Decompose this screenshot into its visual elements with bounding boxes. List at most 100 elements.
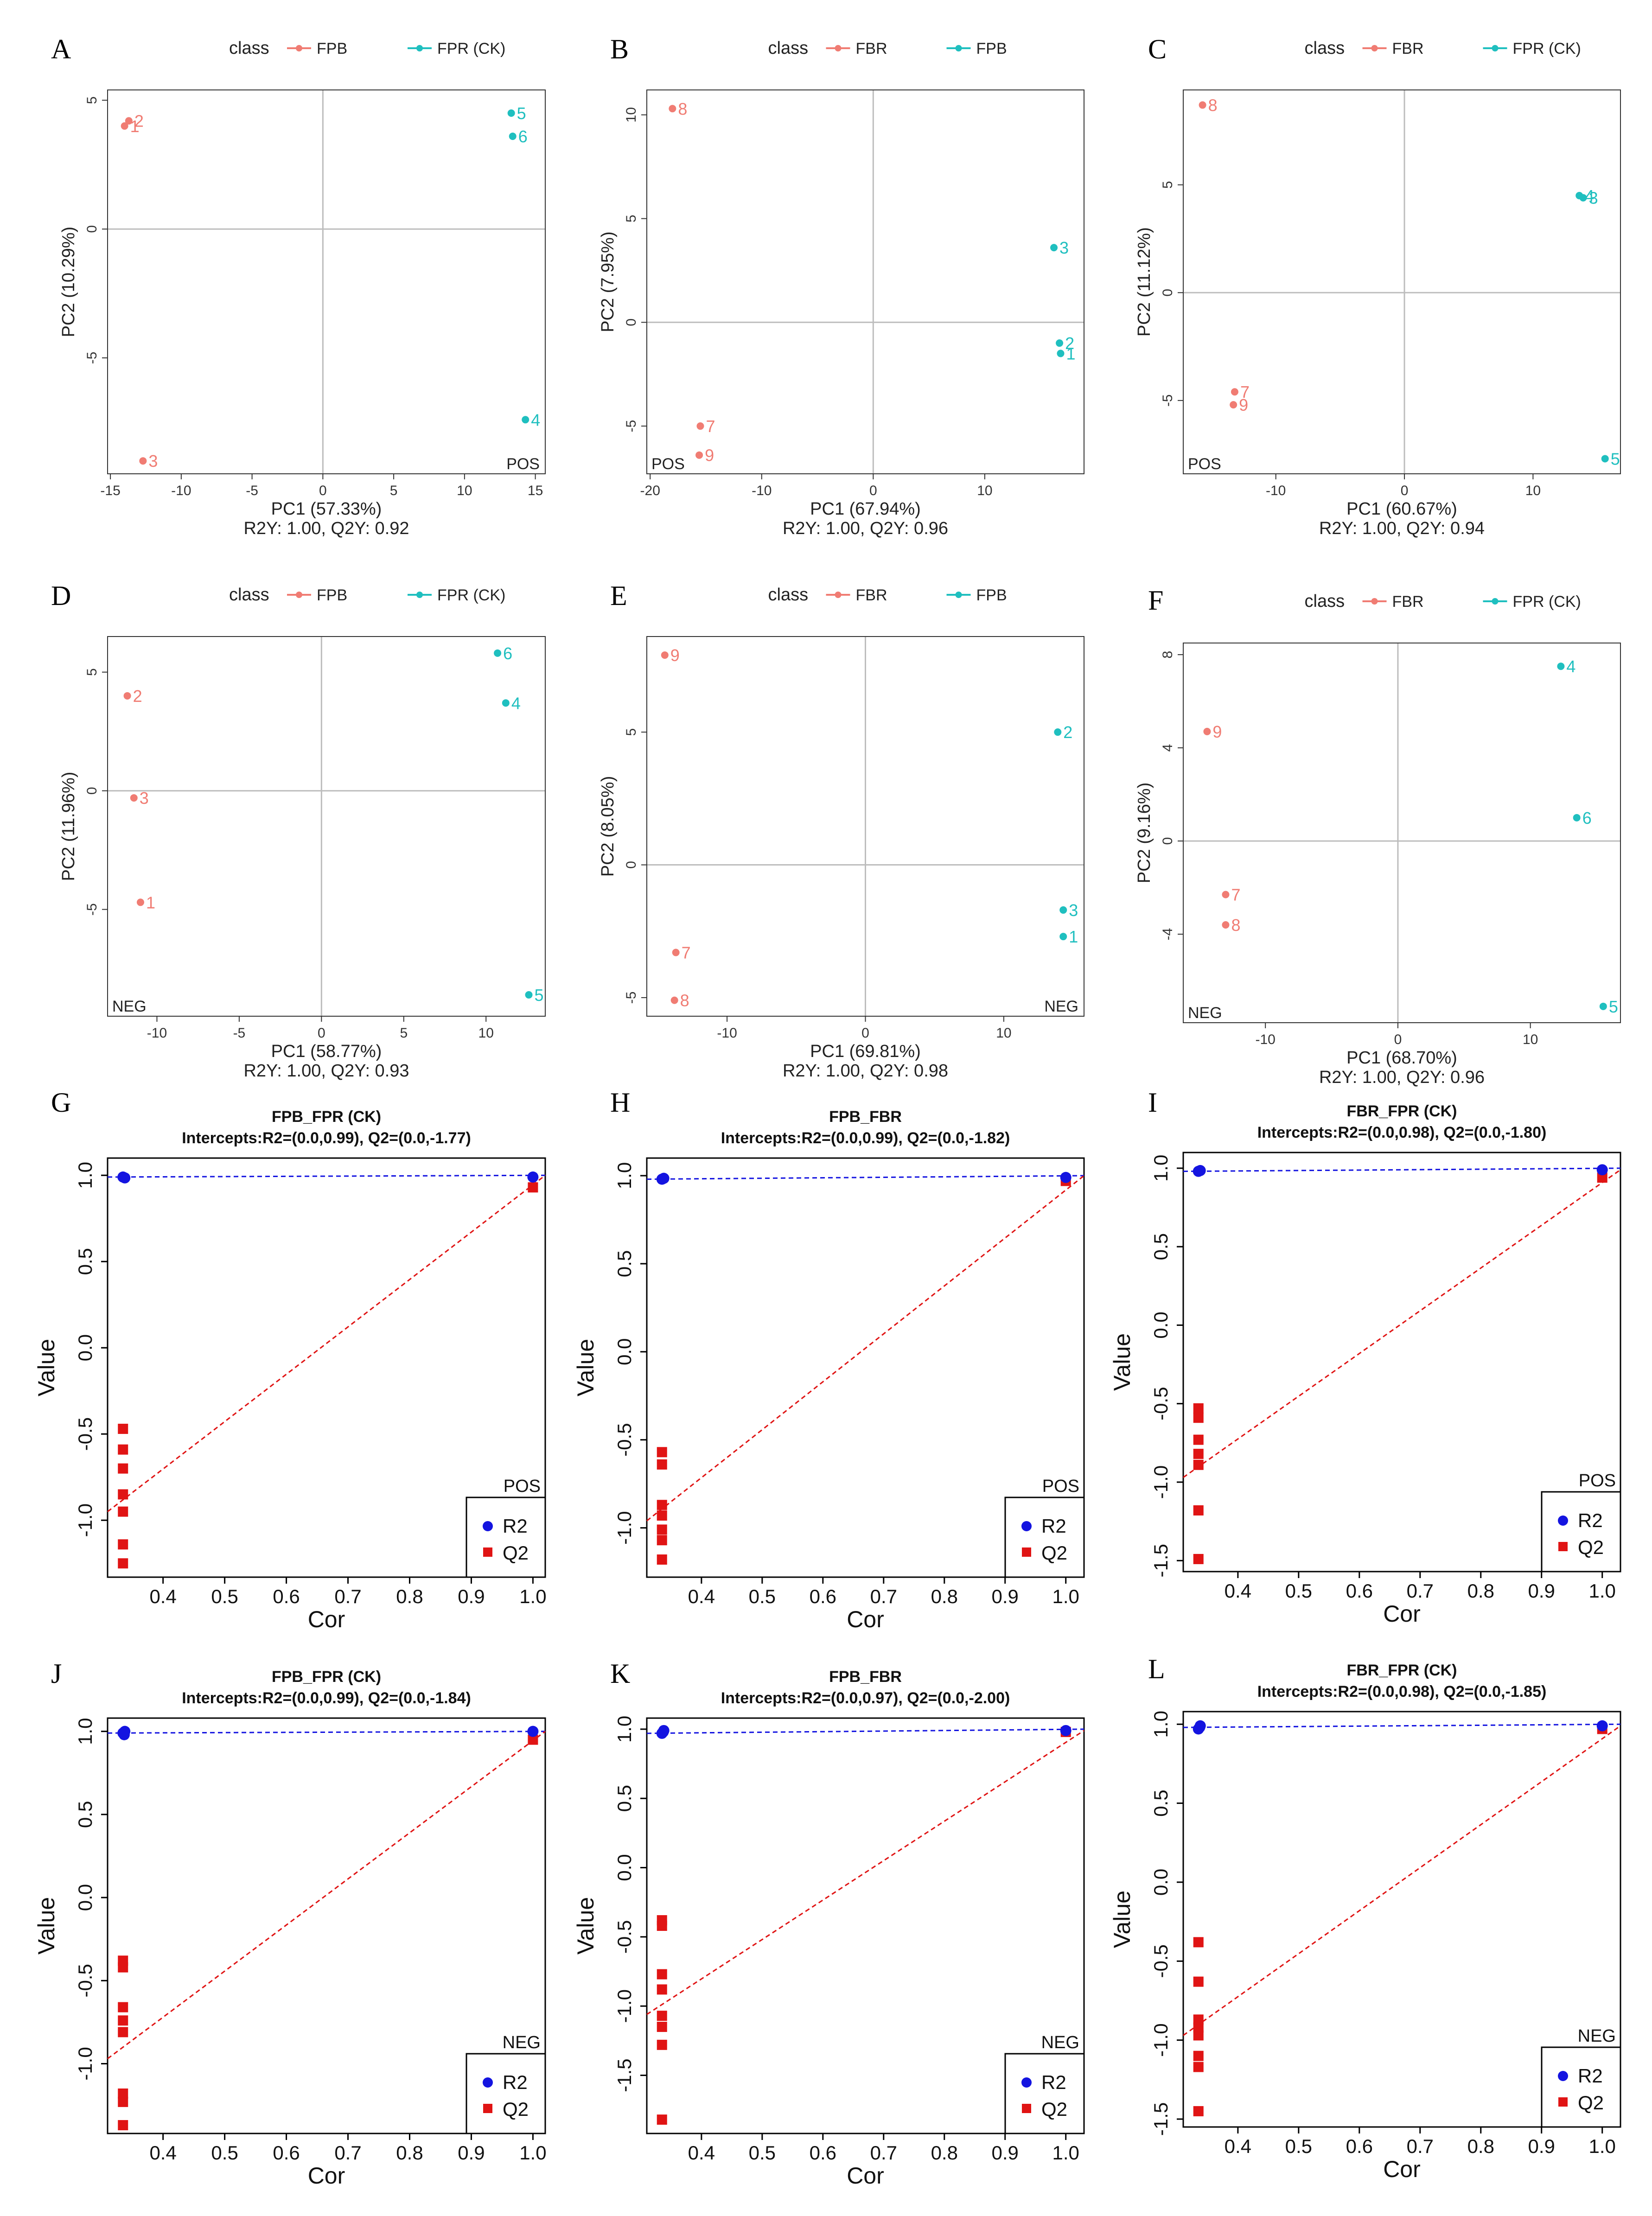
legend-entry: FPB xyxy=(976,40,1007,57)
panel-letter: B xyxy=(610,34,629,64)
x-tick-label: 0.5 xyxy=(1285,1580,1312,1602)
y-axis-label: Value xyxy=(573,1339,599,1396)
x-tick-label: 0.7 xyxy=(334,2142,361,2164)
x-tick-label: 0.4 xyxy=(688,2142,715,2164)
ion-mode-label: POS xyxy=(1579,1471,1616,1490)
legend-q2-key xyxy=(1558,2097,1568,2107)
legend-key-dot xyxy=(296,45,302,51)
q2-point xyxy=(118,2096,128,2107)
x-tick-label: 0.8 xyxy=(931,1586,958,1607)
legend-entry: FPR (CK) xyxy=(437,40,505,57)
legend-entry: FPB xyxy=(317,40,347,57)
r2-point xyxy=(1194,1720,1206,1732)
x-tick-label: 0 xyxy=(318,1025,325,1041)
q2-point xyxy=(118,2002,128,2012)
plot-title: FPB_FBR xyxy=(829,1668,902,1686)
ion-mode-label: POS xyxy=(1188,455,1221,473)
legend-key-dot xyxy=(1371,45,1378,51)
legend-q2-key xyxy=(1558,1542,1568,1551)
data-point xyxy=(672,949,680,956)
x-axis-label: Cor xyxy=(1383,2156,1421,2182)
y-tick-label: 5 xyxy=(1160,181,1175,189)
legend-r2-label: R2 xyxy=(1041,2071,1066,2093)
point-label: 4 xyxy=(511,694,521,713)
q2-point xyxy=(1193,2050,1204,2061)
legend-entry: FPR (CK) xyxy=(1513,593,1581,611)
legend-entry: FBR xyxy=(856,586,887,604)
model-stats: R2Y: 1.00, Q2Y: 0.93 xyxy=(243,1061,409,1081)
y-tick-label: 0 xyxy=(84,787,100,795)
x-tick-label: 0.6 xyxy=(1346,2135,1373,2157)
x-axis-label: PC1 (68.70%) xyxy=(1346,1048,1457,1068)
point-label: 7 xyxy=(706,417,715,436)
x-tick-label: 15 xyxy=(528,483,543,498)
y-tick-label: -0.5 xyxy=(1150,1387,1172,1420)
legend-entry: FBR xyxy=(1392,40,1424,57)
x-axis-label: PC1 (57.33%) xyxy=(271,499,382,519)
legend-key-dot xyxy=(416,45,423,51)
x-tick-label: 0 xyxy=(861,1025,869,1041)
legend-box xyxy=(1004,1496,1085,1578)
model-stats: R2Y: 1.00, Q2Y: 0.94 xyxy=(1319,519,1485,538)
legend-box xyxy=(466,2053,546,2134)
x-tick-label: 0.4 xyxy=(1225,1580,1251,1602)
plot-title: FBR_FPR (CK) xyxy=(1347,1102,1457,1120)
data-point xyxy=(1601,455,1609,463)
x-tick-label: 10 xyxy=(977,483,992,498)
q2-point xyxy=(657,1510,667,1521)
ion-mode-label: NEG xyxy=(112,998,147,1015)
y-tick-label: 5 xyxy=(624,215,639,223)
x-tick-label: 1.0 xyxy=(1052,1586,1079,1607)
legend-key-dot xyxy=(835,592,842,598)
x-tick-label: 0.9 xyxy=(1528,1580,1555,1602)
r2-point xyxy=(1060,1725,1072,1736)
y-tick-label: -0.5 xyxy=(74,1964,96,1997)
q2-point xyxy=(657,1984,667,1995)
plot-frame xyxy=(1183,89,1621,474)
point-label: 9 xyxy=(1212,722,1222,741)
legend-key-dot xyxy=(835,45,842,51)
point-label: 5 xyxy=(1611,449,1620,468)
panel-letter: G xyxy=(51,1087,71,1118)
x-axis-label: PC1 (58.77%) xyxy=(271,1042,382,1061)
y-tick-label: -0.5 xyxy=(613,1920,635,1954)
legend-entry: FPR (CK) xyxy=(437,586,505,604)
x-axis-label: PC1 (60.67%) xyxy=(1346,499,1457,519)
data-point xyxy=(1059,906,1067,914)
q2-point xyxy=(118,1558,128,1569)
x-axis-label: Cor xyxy=(847,1606,884,1632)
point-label: 1 xyxy=(1066,344,1075,363)
plot-title: FPB_FPR (CK) xyxy=(272,1668,381,1686)
q2-point xyxy=(1597,1172,1607,1183)
y-tick-label: 0.5 xyxy=(1150,1789,1172,1816)
r2-point xyxy=(658,1172,670,1184)
x-tick-label: 5 xyxy=(400,1025,408,1041)
q2-point xyxy=(657,2039,667,2050)
plot-frame xyxy=(646,1717,1085,2134)
point-label: 1 xyxy=(130,117,140,136)
y-tick-label: -0.5 xyxy=(74,1417,96,1451)
point-label: 4 xyxy=(1585,186,1594,205)
data-point xyxy=(494,649,502,657)
data-point xyxy=(522,416,529,424)
x-tick-label: 0.7 xyxy=(1407,2135,1434,2157)
x-tick-label: -10 xyxy=(752,483,772,498)
legend-entry: FBR xyxy=(1392,593,1424,611)
legend-r2-label: R2 xyxy=(1578,2065,1603,2087)
data-point xyxy=(1199,101,1206,109)
y-tick-label: -5 xyxy=(624,420,639,433)
x-tick-label: -10 xyxy=(171,483,191,498)
data-point xyxy=(121,122,128,130)
ion-mode-label: NEG xyxy=(1578,2026,1616,2046)
data-point xyxy=(123,692,131,700)
legend-r2-key xyxy=(1558,1516,1568,1526)
ion-mode-label: NEG xyxy=(503,2033,541,2052)
legend-r2-label: R2 xyxy=(1578,1509,1603,1531)
y-axis-label: PC2 (10.29%) xyxy=(59,227,78,337)
q2-point xyxy=(118,1539,128,1550)
point-label: 8 xyxy=(1231,916,1240,935)
panel-J: J FPB_FPR (CK) Intercepts:R2=(0.0,0.99), Q… xyxy=(33,1658,547,2189)
legend-entry: FPB xyxy=(317,586,347,604)
